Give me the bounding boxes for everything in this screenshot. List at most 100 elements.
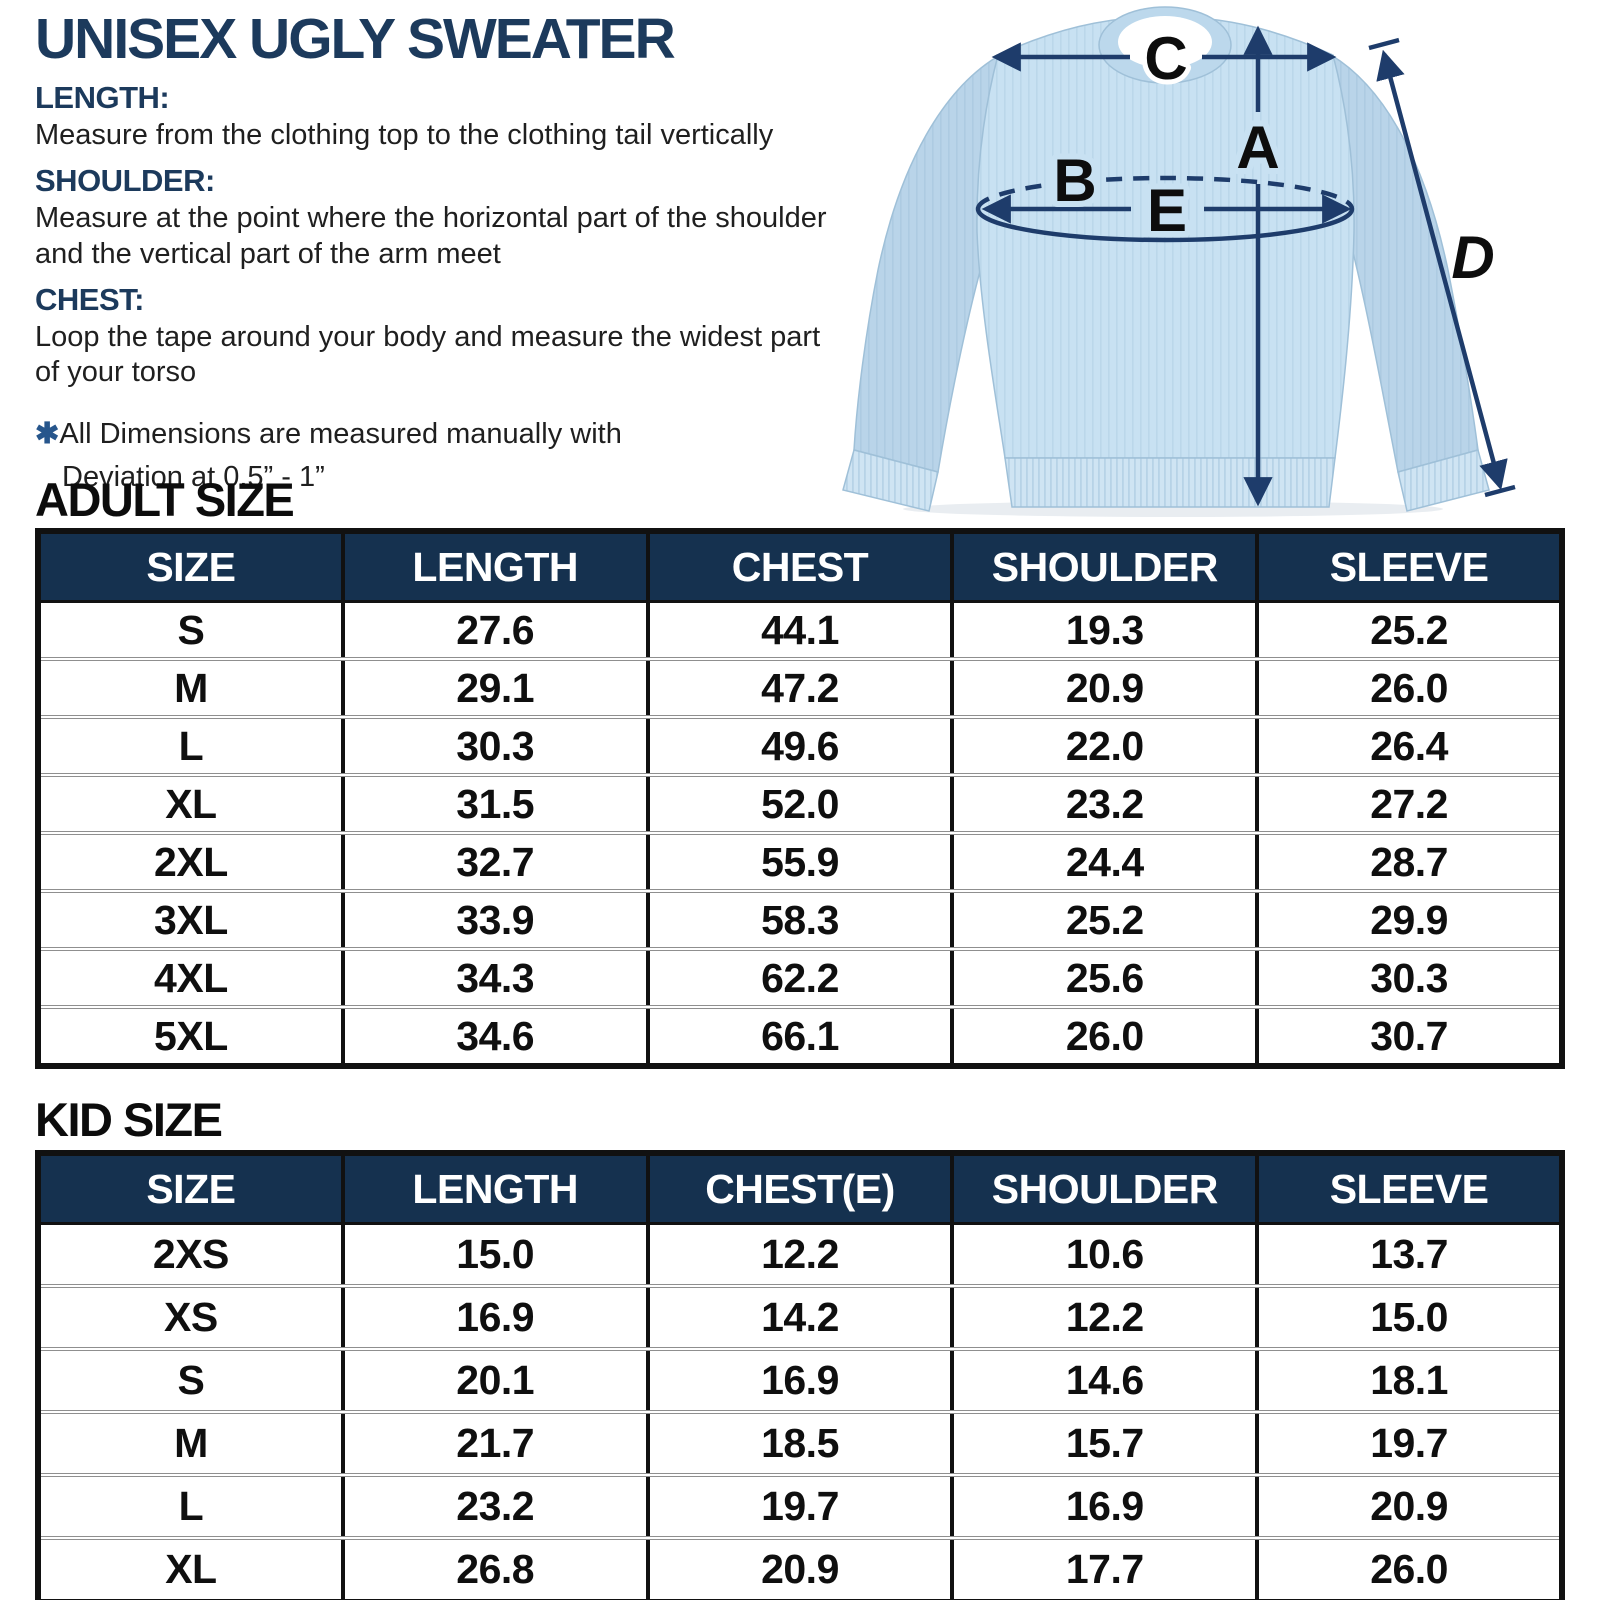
shoulder-heading: SHOULDER: — [35, 163, 215, 199]
column-header: SHOULDER — [950, 531, 1258, 603]
table-cell: 58.3 — [645, 891, 953, 951]
table-cell: 12.2 — [950, 1286, 1258, 1351]
table-cell: 19.7 — [645, 1475, 953, 1540]
table-cell: 16.9 — [645, 1349, 953, 1414]
length-text: Measure from the clothing top to the clo… — [35, 118, 774, 151]
table-cell: 32.7 — [340, 833, 648, 893]
table-row: S 27.6 44.1 19.3 25.2 — [38, 601, 1562, 661]
table-row: XL 31.5 52.0 23.2 27.2 — [38, 775, 1562, 835]
table-cell: 26.0 — [1255, 659, 1562, 719]
column-header: LENGTH — [340, 1153, 648, 1225]
table-cell: 30.7 — [1255, 1007, 1562, 1066]
kid-size-table: SIZE LENGTH CHEST(E) SHOULDER SLEEVE 2XS 15.0… — [35, 1150, 1565, 1600]
table-cell: 2XS — [38, 1223, 343, 1288]
asterisk-icon: ✱ — [35, 417, 60, 450]
table-cell: 10.6 — [950, 1223, 1258, 1288]
table-cell: 23.2 — [950, 775, 1258, 835]
table-cell: 19.7 — [1255, 1412, 1562, 1477]
chest-text: Loop the tape around your body and measu… — [35, 320, 821, 389]
table-cell: 26.8 — [340, 1538, 648, 1600]
table-cell: 55.9 — [645, 833, 953, 893]
deviation-note-line1: ✱All Dimensions are measured manually wi… — [35, 413, 830, 457]
table-cell: 26.4 — [1255, 717, 1562, 777]
kid-table-header: SIZE LENGTH CHEST(E) SHOULDER SLEEVE — [38, 1153, 1562, 1225]
table-cell: XS — [38, 1286, 343, 1351]
sweater-left-cuff — [842, 449, 939, 512]
column-header: SIZE — [38, 1153, 343, 1225]
table-cell: 30.3 — [1255, 949, 1562, 1009]
column-header: SIZE — [38, 531, 343, 603]
page-title: UNISEX UGLY SWEATER — [35, 7, 676, 71]
table-cell: 12.2 — [645, 1223, 953, 1288]
column-header: SHOULDER — [950, 1153, 1258, 1225]
shoulder-text: Measure at the point where the horizonta… — [35, 202, 827, 270]
column-header: CHEST(E) — [645, 1153, 953, 1225]
table-cell: 25.2 — [950, 891, 1258, 951]
table-cell: 19.3 — [950, 601, 1258, 661]
table-cell: 52.0 — [645, 775, 953, 835]
table-cell: 16.9 — [340, 1286, 648, 1351]
adult-size-heading: ADULT SIZE — [35, 473, 295, 526]
dimension-tick-d-top — [1368, 37, 1400, 51]
table-row: XL 26.8 20.9 17.7 26.0 — [38, 1538, 1562, 1600]
table-cell: 15.0 — [1255, 1286, 1562, 1351]
table-cell: 20.9 — [950, 659, 1258, 719]
table-cell: 15.7 — [950, 1412, 1258, 1477]
deviation-note-line2: Deviation at 0.5” - 1” — [62, 461, 325, 494]
deviation-note: ✱All Dimensions are measured manually wi… — [35, 413, 830, 500]
column-header: LENGTH — [340, 531, 648, 603]
deviation-note-text1: All Dimensions are measured manually wit… — [59, 417, 622, 450]
table-row: 2XL 32.7 55.9 24.4 28.7 — [38, 833, 1562, 893]
table-cell: 29.1 — [340, 659, 648, 719]
length-heading: LENGTH: — [35, 79, 170, 115]
label-a: A — [1236, 114, 1279, 181]
table-cell: L — [38, 1475, 343, 1540]
table-cell: 2XL — [38, 833, 343, 893]
table-cell: 49.6 — [645, 717, 953, 777]
label-d: D — [1451, 224, 1494, 291]
label-b: B — [1053, 147, 1096, 214]
table-cell: L — [38, 717, 343, 777]
table-cell: 26.0 — [1255, 1538, 1562, 1600]
table-cell: 34.3 — [340, 949, 648, 1009]
chest-heading: CHEST: — [35, 281, 144, 317]
adult-table-header: SIZE LENGTH CHEST SHOULDER SLEEVE — [38, 531, 1562, 603]
table-cell: 16.9 — [950, 1475, 1258, 1540]
table-cell: 24.4 — [950, 833, 1258, 893]
sweater-measurement-diagram: C A B E D — [842, 6, 1516, 517]
table-cell: 20.9 — [1255, 1475, 1562, 1540]
table-cell: 25.6 — [950, 949, 1258, 1009]
table-cell: 30.3 — [340, 717, 648, 777]
dimension-tick-d-bottom — [1484, 484, 1516, 498]
table-cell: 4XL — [38, 949, 343, 1009]
dimension-arrow-d — [1376, 49, 1508, 491]
adult-table-body: S 27.6 44.1 19.3 25.2 M 29.1 47.2 20.9 26.0 L 30.3 4… — [38, 601, 1562, 1066]
table-cell: S — [38, 1349, 343, 1414]
table-row: 2XS 15.0 12.2 10.6 13.7 — [38, 1223, 1562, 1288]
column-header: SLEEVE — [1255, 1153, 1562, 1225]
table-cell: XL — [38, 775, 343, 835]
table-cell: 26.0 — [950, 1007, 1258, 1066]
header-row: SIZE LENGTH CHEST(E) SHOULDER SLEEVE — [38, 1153, 1562, 1225]
table-cell: 28.7 — [1255, 833, 1562, 893]
measurement-instructions: UNISEX UGLY SWEATER LENGTH: Measure from… — [35, 7, 830, 500]
label-c: C — [1144, 25, 1187, 92]
kid-size-heading: KID SIZE — [35, 1093, 223, 1146]
table-cell: 18.5 — [645, 1412, 953, 1477]
table-cell: 17.7 — [950, 1538, 1258, 1600]
sweater-left-sleeve — [853, 53, 1002, 473]
table-cell: XL — [165, 1546, 217, 1592]
table-cell: M — [38, 659, 343, 719]
table-cell: 13.7 — [1255, 1223, 1562, 1288]
table-cell: 66.1 — [645, 1007, 953, 1066]
dimension-arrows — [975, 25, 1516, 507]
table-cell: M — [38, 1412, 343, 1477]
instruction-length: LENGTH: Measure from the clothing top to… — [35, 80, 830, 153]
table-cell: 15.0 — [340, 1223, 648, 1288]
table-cell: 23.2 — [340, 1475, 648, 1540]
table-row: 3XL 33.9 58.3 25.2 29.9 — [38, 891, 1562, 951]
table-cell: 29.9 — [1255, 891, 1562, 951]
table-cell: 34.6 — [340, 1007, 648, 1066]
label-e: E — [1147, 177, 1187, 244]
instruction-shoulder: SHOULDER: Measure at the point where the… — [35, 163, 830, 272]
